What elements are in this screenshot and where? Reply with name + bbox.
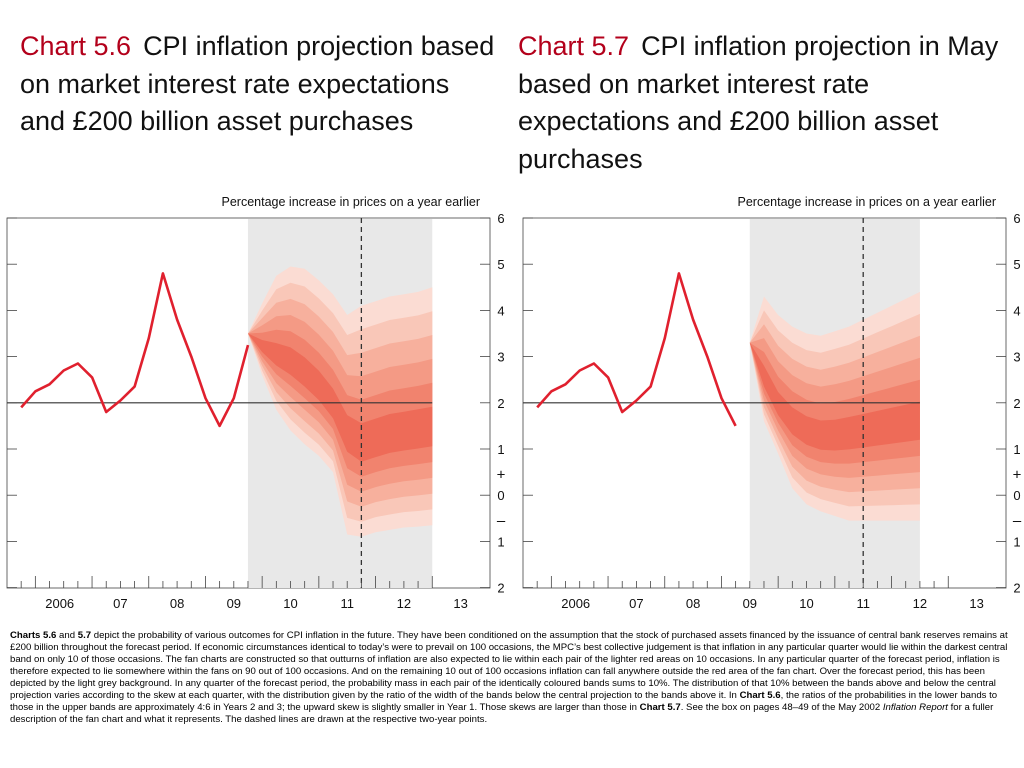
y-tick-label: – xyxy=(497,513,506,530)
y-tick-label: 1 xyxy=(497,534,504,549)
x-tick-label: 10 xyxy=(799,596,813,611)
y-tick-label: + xyxy=(1013,466,1022,483)
chart-title-5-6: Chart 5.6 CPI inflation projection based … xyxy=(20,28,500,141)
x-tick-label: 11 xyxy=(340,596,354,611)
y-tick-label: – xyxy=(1013,513,1022,530)
fan-band-6 xyxy=(248,333,433,462)
footnote-text: and xyxy=(56,630,78,641)
y-tick-label: 2 xyxy=(497,396,504,411)
y-axis-label: Percentage increase in prices on a year … xyxy=(738,195,996,209)
x-tick-label: 13 xyxy=(969,596,983,611)
chart-footnote: Charts 5.6 and 5.7 depict the probabilit… xyxy=(10,630,1014,726)
chart-title-text-5-6: CPI inflation projection based on market… xyxy=(20,31,495,136)
footnote-text: , the ratios of the probabilities in the… xyxy=(10,690,998,713)
x-tick-label: 09 xyxy=(743,596,757,611)
cpi-history-line xyxy=(20,272,250,428)
y-tick-label: 3 xyxy=(497,350,504,365)
y-tick-label: 6 xyxy=(1013,211,1020,226)
x-tick-label: 12 xyxy=(913,596,927,611)
footnote-ref-charts-5-6: Charts 5.6 xyxy=(10,630,57,641)
footnote-ref-chart-5-7: Chart 5.7 xyxy=(639,702,681,713)
y-tick-label: 5 xyxy=(1013,257,1020,272)
x-tick-label: 13 xyxy=(453,596,467,611)
x-tick-label: 2006 xyxy=(561,596,590,611)
y-tick-label: 2 xyxy=(1013,396,1020,411)
x-tick-label: 08 xyxy=(170,596,184,611)
x-tick-label: 07 xyxy=(629,596,643,611)
y-tick-label: 4 xyxy=(497,303,504,318)
footnote-ref-5-7: 5.7 xyxy=(77,630,92,641)
y-tick-label: 5 xyxy=(497,257,504,272)
y-tick-label: 0 xyxy=(1013,488,1020,503)
x-tick-label: 10 xyxy=(283,596,297,611)
fan-band-6 xyxy=(735,342,920,451)
chart-number-5-7: Chart 5.7 xyxy=(518,31,630,61)
footnote-ref-chart-5-6: Chart 5.6 xyxy=(739,690,781,701)
cpi-history-line xyxy=(536,272,737,427)
chart-title-text-5-7: CPI inflation projection in May based on… xyxy=(518,31,999,174)
x-tick-label: 07 xyxy=(113,596,127,611)
y-tick-label: + xyxy=(497,466,506,483)
x-tick-label: 09 xyxy=(227,596,241,611)
y-tick-label: 1 xyxy=(1013,534,1020,549)
footnote-publication: Inflation Report xyxy=(882,702,948,713)
y-tick-label: 1 xyxy=(497,442,504,457)
chart-title-5-7: Chart 5.7 CPI inflation projection in May… xyxy=(518,28,1018,178)
y-tick-label: 1 xyxy=(1013,442,1020,457)
y-axis-label: Percentage increase in prices on a year … xyxy=(222,195,480,209)
y-tick-label: 0 xyxy=(497,488,504,503)
footnote-text: depict the probability of various outcom… xyxy=(10,630,1008,701)
y-tick-label: 6 xyxy=(497,211,504,226)
x-tick-label: 12 xyxy=(397,596,411,611)
footnote-text: for a fuller description of the fan char… xyxy=(10,702,994,725)
x-tick-label: 2006 xyxy=(45,596,74,611)
x-tick-label: 11 xyxy=(856,596,870,611)
footnote-text: . See the box on pages 48–49 of the May … xyxy=(680,702,883,713)
y-tick-label: 2 xyxy=(497,581,504,596)
y-tick-label: 2 xyxy=(1013,581,1020,596)
y-tick-label: 4 xyxy=(1013,303,1020,318)
x-tick-label: 08 xyxy=(686,596,700,611)
chart-number-5-6: Chart 5.6 xyxy=(20,31,132,61)
y-tick-label: 3 xyxy=(1013,350,1020,365)
